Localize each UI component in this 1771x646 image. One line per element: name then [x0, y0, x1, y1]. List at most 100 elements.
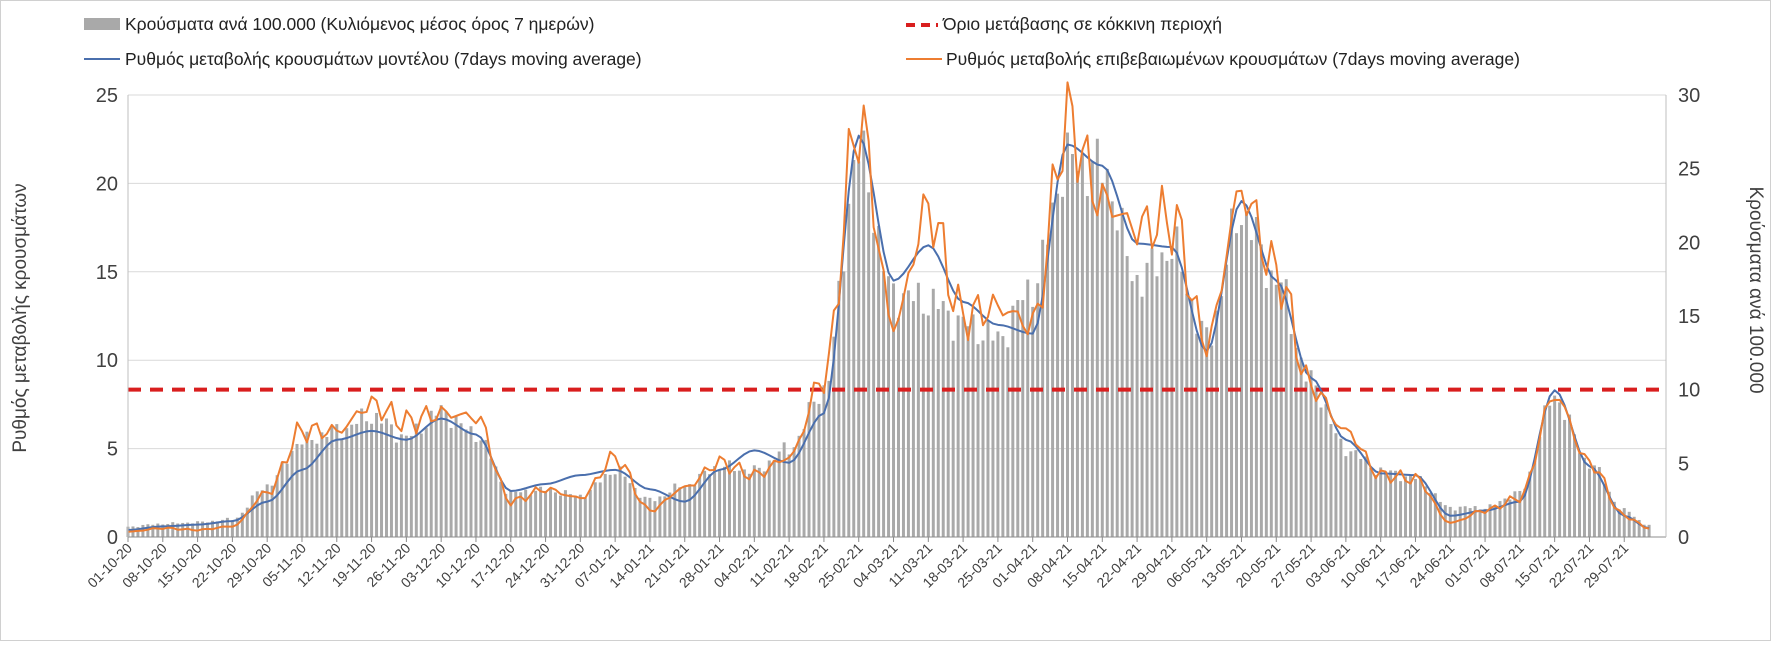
bar	[628, 483, 632, 537]
bar	[554, 492, 557, 537]
bar	[588, 489, 592, 537]
bar	[877, 225, 881, 537]
bar	[921, 313, 925, 537]
bar	[1324, 404, 1328, 537]
bar	[340, 438, 344, 537]
bar	[499, 481, 503, 537]
bar	[330, 427, 334, 537]
bar	[1637, 519, 1641, 537]
bar	[1170, 258, 1174, 537]
bar	[1553, 395, 1557, 537]
bar	[723, 466, 726, 537]
bar	[1085, 196, 1089, 538]
bar	[1418, 476, 1422, 537]
bar	[981, 340, 985, 537]
bar	[558, 495, 562, 537]
bar	[1627, 511, 1631, 537]
bar	[872, 232, 876, 537]
y-right-tick-label: 5	[1678, 453, 1689, 475]
bar	[529, 495, 533, 537]
bar	[1582, 457, 1586, 537]
bar	[1339, 438, 1343, 537]
bar	[1284, 279, 1288, 537]
bar	[365, 421, 369, 537]
bar	[320, 432, 324, 537]
bar	[613, 474, 617, 537]
bar	[996, 331, 1000, 537]
bar	[519, 492, 523, 537]
bar	[882, 271, 886, 537]
bar	[1647, 524, 1651, 537]
bar	[1185, 293, 1189, 537]
bar	[166, 523, 170, 537]
bar	[1617, 509, 1621, 537]
bar	[1215, 310, 1219, 537]
y-right-axis-title: Κρούσματα ανά 100.000	[1745, 186, 1766, 393]
bar	[444, 411, 448, 537]
bar	[1533, 461, 1537, 537]
bar	[1364, 456, 1368, 537]
y-right-tick-label: 0	[1678, 527, 1689, 549]
bar	[315, 443, 319, 537]
bar	[1279, 282, 1283, 537]
bar	[563, 490, 567, 537]
bar	[802, 429, 806, 537]
bar	[1225, 264, 1229, 537]
bar	[1498, 501, 1502, 537]
bar	[1070, 154, 1074, 537]
bar	[966, 326, 970, 537]
bar	[1538, 436, 1542, 537]
bar	[847, 203, 851, 537]
bar	[1016, 300, 1020, 537]
bar	[305, 431, 309, 537]
bar	[1175, 226, 1179, 537]
bar	[767, 460, 771, 537]
bar	[489, 458, 493, 537]
bar	[1344, 456, 1348, 537]
bar	[1210, 345, 1214, 537]
bar	[265, 484, 269, 537]
bar	[573, 495, 577, 537]
bar	[1205, 327, 1209, 537]
bar	[583, 498, 587, 537]
bar	[1399, 481, 1403, 537]
bar	[380, 423, 384, 537]
bar	[1314, 385, 1318, 537]
y-left-tick-label: 20	[96, 173, 118, 195]
bar	[946, 310, 950, 537]
bar	[1294, 347, 1298, 537]
legend-label-threshold: Όριο μετάβασης σε κόκκινη περιοχή	[942, 14, 1222, 34]
y-left-tick-label: 15	[96, 262, 118, 284]
bar	[1354, 450, 1358, 537]
bar	[250, 495, 254, 537]
bar	[1120, 207, 1124, 537]
bar	[926, 315, 930, 537]
bar	[653, 501, 657, 537]
bar	[285, 463, 289, 537]
bar	[1423, 486, 1427, 537]
bar	[593, 482, 597, 537]
bar	[1061, 196, 1065, 537]
bar	[1438, 501, 1442, 537]
bar	[693, 485, 697, 537]
bar	[1642, 524, 1646, 537]
bar	[807, 402, 811, 537]
bar	[1508, 499, 1512, 537]
bar	[355, 423, 359, 537]
bar	[956, 315, 960, 537]
y-left-tick-label: 10	[96, 350, 118, 372]
bar	[1548, 405, 1552, 537]
bar	[1428, 492, 1432, 537]
bar	[1021, 300, 1025, 537]
bar	[1478, 509, 1482, 537]
bar	[1140, 296, 1144, 537]
bar	[1299, 357, 1303, 537]
legend-item-bars: Κρούσματα ανά 100.000 (Κυλιόμενος μέσος …	[84, 14, 594, 34]
y-right-tick-label: 10	[1678, 380, 1700, 402]
bar	[1080, 154, 1084, 537]
bar	[663, 496, 667, 537]
bar	[385, 418, 388, 537]
bar	[822, 385, 826, 537]
bar	[1190, 300, 1194, 537]
